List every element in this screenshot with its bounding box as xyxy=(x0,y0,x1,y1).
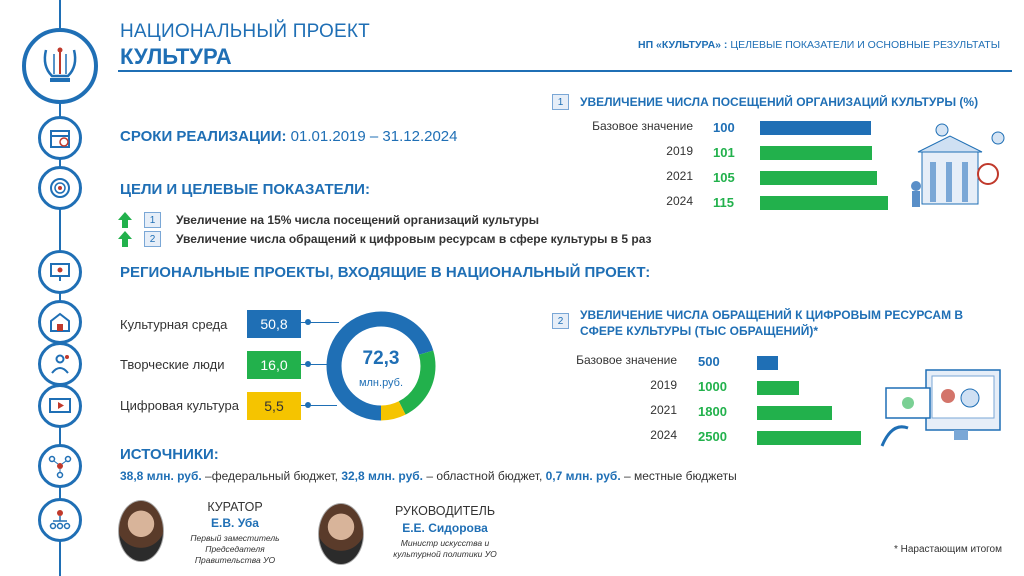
goal-number: 1 xyxy=(144,212,161,228)
kpi-bar xyxy=(760,171,877,185)
kpi1-value: 100 xyxy=(713,120,735,135)
donut-slice xyxy=(326,311,436,421)
regional-label: Творческие люди xyxy=(120,357,225,372)
curator-title: Первый заместитель Председателя Правител… xyxy=(190,533,280,565)
museum-visitors-illustration xyxy=(911,123,1005,207)
kpi2-value: 2500 xyxy=(698,429,727,444)
kpi2-label: 2019 xyxy=(650,378,677,392)
federal-amount: 38,8 млн. руб. xyxy=(120,469,202,483)
kpi-bar xyxy=(757,381,799,395)
regional-text: – областной бюджет, xyxy=(423,469,546,483)
curator-photo xyxy=(118,500,164,562)
kpi-bar xyxy=(757,406,832,420)
kpi1-title: УВЕЛИЧЕНИЕ ЧИСЛА ПОСЕЩЕНИЙ ОРГАНИЗАЦИЙ К… xyxy=(580,95,979,109)
kpi2-label: Базовое значение xyxy=(576,353,677,367)
goal-item-2: 2 Увеличение числа обращений к цифровым … xyxy=(118,231,652,247)
kpi-bar xyxy=(757,356,778,370)
goal-text: Увеличение числа обращений к цифровым ре… xyxy=(176,232,652,246)
arrow-up-icon xyxy=(118,212,132,228)
local-text: – местные бюджеты xyxy=(620,469,737,483)
local-amount: 0,7 млн. руб. xyxy=(545,469,621,483)
connector-dot xyxy=(305,361,311,367)
header-subtitle: НП «КУЛЬТУРА» : ЦЕЛЕВЫЕ ПОКАЗАТЕЛИ И ОСН… xyxy=(638,39,1000,51)
header-subtitle-rest: ЦЕЛЕВЫЕ ПОКАЗАТЕЛИ И ОСНОВНЫЕ РЕЗУЛЬТАТЫ xyxy=(727,39,1000,51)
target-icon xyxy=(38,166,82,210)
connector-dot xyxy=(305,402,311,408)
kpi2-label: 2021 xyxy=(650,403,677,417)
federal-text: –федеральный бюджет, xyxy=(201,469,342,483)
regional-amount: 32,8 млн. руб. xyxy=(341,469,424,483)
header-divider xyxy=(118,70,1012,72)
left-rail xyxy=(0,0,120,576)
arrow-up-icon xyxy=(118,231,132,247)
kpi2-number: 2 xyxy=(552,313,569,329)
donut-unit: млн.руб. xyxy=(358,377,404,389)
donut-slice xyxy=(326,311,436,421)
kpi1-label: 2021 xyxy=(666,169,693,183)
goal-text: Увеличение на 15% числа посещений органи… xyxy=(176,213,539,227)
kpi1-label: 2019 xyxy=(666,144,693,158)
kpi2-value: 500 xyxy=(698,354,720,369)
kpi1-value: 101 xyxy=(713,145,735,160)
connector-line xyxy=(301,364,327,365)
curator-name: Е.В. Уба xyxy=(211,516,259,530)
creative-people-icon xyxy=(38,342,82,386)
kpi1-label: 2024 xyxy=(666,194,693,208)
leader-name: Е.Е. Сидорова xyxy=(402,521,488,535)
leader-role: РУКОВОДИТЕЛЬ xyxy=(394,504,496,518)
culture-lyre-logo xyxy=(22,28,98,104)
connector-line xyxy=(301,405,337,406)
regional-label: Культурная среда xyxy=(120,317,228,332)
video-screen-icon xyxy=(38,384,82,428)
kpi1-value: 105 xyxy=(713,170,735,185)
digital-resources-illustration xyxy=(880,369,1001,447)
connector-dot xyxy=(305,319,311,325)
goal-number: 2 xyxy=(144,231,161,247)
kpi1-number: 1 xyxy=(552,94,569,110)
regional-value-box: 5,5 xyxy=(247,392,301,420)
terms: СРОКИ РЕАЛИЗАЦИИ: 01.01.2019 – 31.12.202… xyxy=(120,128,458,145)
page-title-line1: НАЦИОНАЛЬНЫЙ ПРОЕКТ xyxy=(120,21,370,42)
kpi2-value: 1800 xyxy=(698,404,727,419)
kpi-bar xyxy=(760,146,872,160)
kpi-bar xyxy=(760,121,871,135)
terms-label: СРОКИ РЕАЛИЗАЦИИ: xyxy=(120,128,287,145)
presentation-icon xyxy=(38,250,82,294)
leader-photo xyxy=(318,503,364,565)
regional-value-box: 16,0 xyxy=(247,351,301,379)
regional-heading: РЕГИОНАЛЬНЫЕ ПРОЕКТЫ, ВХОДЯЩИЕ В НАЦИОНА… xyxy=(120,264,651,281)
regional-label: Цифровая культура xyxy=(120,398,239,413)
sources-text: 38,8 млн. руб. –федеральный бюджет, 32,8… xyxy=(120,469,737,483)
building-icon xyxy=(38,300,82,344)
kpi1-label: Базовое значение xyxy=(592,119,693,133)
kpi-bar xyxy=(760,196,888,210)
goals-heading: ЦЕЛИ И ЦЕЛЕВЫЕ ПОКАЗАТЕЛИ: xyxy=(120,181,370,198)
connector-line xyxy=(301,322,339,323)
curator-role: КУРАТОР xyxy=(207,500,263,514)
regional-donut-chart xyxy=(326,311,436,421)
footnote: * Нарастающим итогом xyxy=(893,544,1002,555)
org-structure-icon xyxy=(38,498,82,542)
kpi2-title: УВЕЛИЧЕНИЕ ЧИСЛА ОБРАЩЕНИЙ К ЦИФРОВЫМ РЕ… xyxy=(580,308,964,338)
header-subtitle-bold: НП «КУЛЬТУРА» : xyxy=(638,39,728,51)
page-title-line2: КУЛЬТУРА xyxy=(120,44,232,69)
leader-title: Министр искусства и культурной политики … xyxy=(393,538,497,559)
kpi1-value: 115 xyxy=(713,195,734,210)
terms-value: 01.01.2019 – 31.12.2024 xyxy=(290,128,458,145)
donut-total: 72,3 xyxy=(362,348,400,369)
regional-value-box: 50,8 xyxy=(247,310,301,338)
network-icon xyxy=(38,444,82,488)
kpi2-label: 2024 xyxy=(650,428,677,442)
goal-item-1: 1 Увеличение на 15% числа посещений орга… xyxy=(118,212,539,228)
kpi2-value: 1000 xyxy=(698,379,727,394)
calendar-icon xyxy=(38,116,82,160)
kpi-bar xyxy=(757,431,861,445)
sources-heading: ИСТОЧНИКИ: xyxy=(120,446,219,463)
